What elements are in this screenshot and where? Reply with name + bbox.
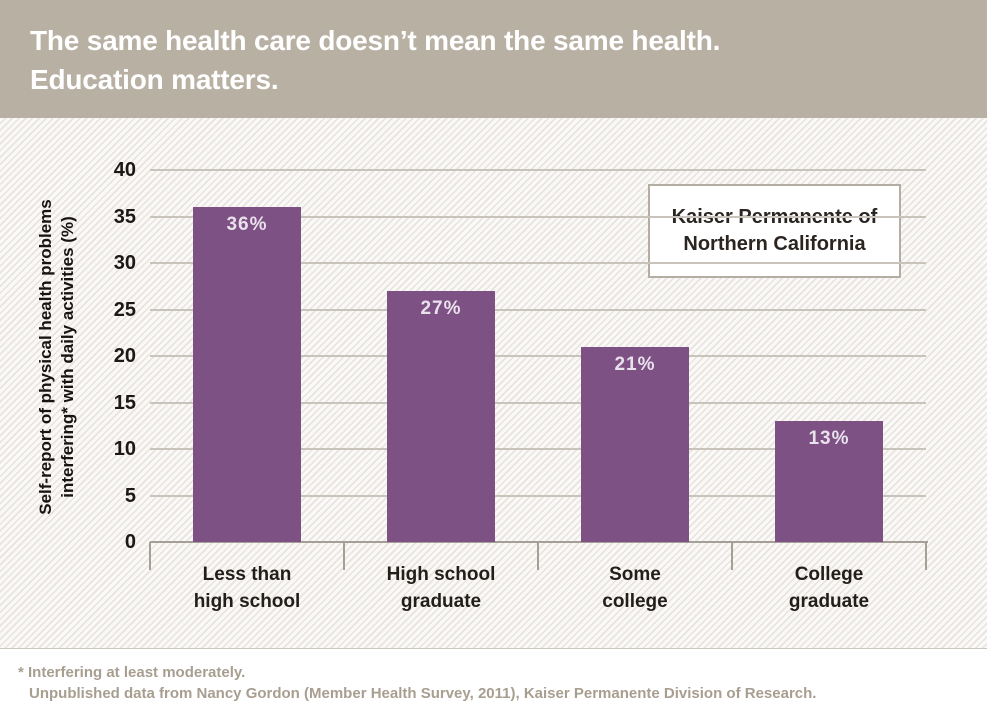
gridline xyxy=(150,494,926,497)
y-tick-label: 40 xyxy=(113,159,136,181)
footer: * Interfering at least moderately. Unpub… xyxy=(0,649,987,721)
gridline xyxy=(150,169,926,171)
x-axis-tick xyxy=(731,542,733,570)
bar-value-label: 13% xyxy=(808,428,850,449)
y-tick-label: 5 xyxy=(124,484,136,507)
x-category-label-line: graduate xyxy=(400,591,482,612)
y-tick-label: 15 xyxy=(113,391,136,414)
x-category-label-line: college xyxy=(602,591,668,612)
gridline xyxy=(150,215,926,218)
x-axis-tick xyxy=(925,542,927,570)
bar: 13% xyxy=(775,421,883,542)
x-axis-line xyxy=(150,541,928,543)
x-category-label: Less than high school xyxy=(152,561,342,615)
annotation-line-2: Northern California xyxy=(683,233,866,255)
x-category-label: Some college xyxy=(540,561,730,615)
bar: 36% xyxy=(193,207,301,542)
bar-value-label: 36% xyxy=(226,214,268,235)
x-category-label-line: College xyxy=(794,564,864,585)
x-axis-tick xyxy=(343,542,345,570)
y-tick-label: 30 xyxy=(113,252,136,274)
x-axis-tick xyxy=(537,542,539,570)
gridline xyxy=(150,401,926,404)
annotation-line-1: Kaiser Permanente of xyxy=(671,206,878,228)
gridline xyxy=(150,308,926,311)
x-category-label-line: High school xyxy=(386,564,496,585)
gridline xyxy=(150,448,926,450)
y-axis-title-line-1: Self-report of physical health problems xyxy=(36,199,55,515)
gridline xyxy=(150,262,926,264)
y-axis-title: Self-report of physical health problems … xyxy=(35,147,79,567)
y-tick-label: 20 xyxy=(113,345,136,367)
gridline xyxy=(150,355,926,357)
y-tick-label: 35 xyxy=(113,205,136,228)
y-tick-label: 10 xyxy=(113,438,136,460)
footnote-source: Unpublished data from Nancy Gordon (Memb… xyxy=(29,685,817,702)
page-title-line-1: The same health care doesn’t mean the sa… xyxy=(30,25,721,56)
bar: 21% xyxy=(581,347,689,542)
x-category-label-line: Some xyxy=(609,564,661,585)
x-category-label-line: graduate xyxy=(788,591,870,612)
x-axis-tick xyxy=(149,542,151,570)
page-title-line-2: Education matters. xyxy=(30,64,279,95)
bar-value-label: 21% xyxy=(614,354,656,375)
header-banner: The same health care doesn’t mean the sa… xyxy=(0,0,987,118)
x-category-label-line: high school xyxy=(193,591,301,612)
bar: 27% xyxy=(387,291,495,542)
x-category-label: College graduate xyxy=(734,561,924,615)
x-category-label: High school graduate xyxy=(346,561,536,615)
y-tick-label: 0 xyxy=(124,531,136,553)
y-axis-title-line-2: interfering* with daily activities (%) xyxy=(58,216,77,498)
footnote-asterisk: * Interfering at least moderately. xyxy=(18,664,246,681)
bar-value-label: 27% xyxy=(420,298,462,319)
y-tick-label: 25 xyxy=(113,298,136,321)
bar-chart: Self-report of physical health problems … xyxy=(0,118,987,649)
x-category-label-line: Less than xyxy=(202,564,292,585)
